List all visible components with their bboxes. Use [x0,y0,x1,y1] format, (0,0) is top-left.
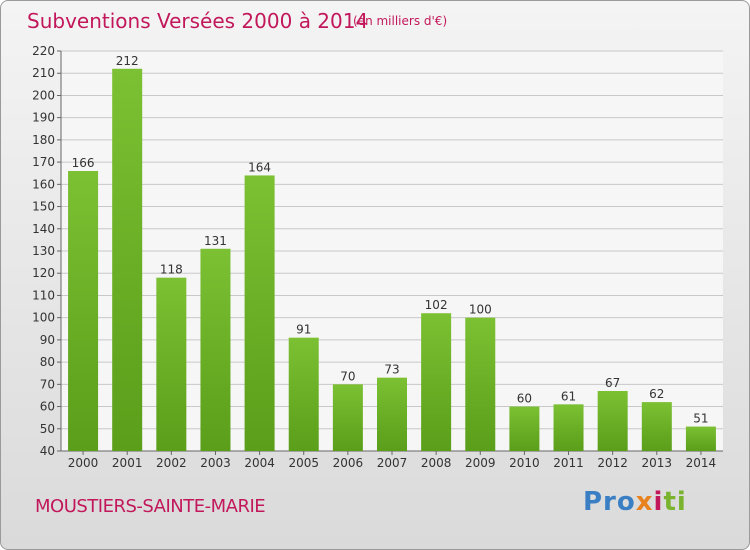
y-tick-label: 210 [32,66,55,80]
logo-part-3: i [653,487,664,517]
bar [332,384,363,451]
x-tick-label: 2009 [465,456,496,470]
x-tick-label: 2001 [112,456,143,470]
bar [244,175,275,451]
data-label: 118 [160,263,183,277]
data-label: 164 [248,160,271,174]
bar [641,402,672,451]
chart-subtitle: (en milliers d'€) [353,14,448,28]
x-tick-label: 2000 [68,456,99,470]
data-label: 61 [561,389,576,403]
logo-part-4: ti [663,487,687,517]
y-tick-label: 200 [32,88,55,102]
data-label: 131 [204,234,227,248]
data-label: 91 [296,323,311,337]
y-tick-label: 50 [40,422,55,436]
x-tick-label: 2012 [597,456,628,470]
bar [156,277,187,451]
y-tick-label: 160 [32,177,55,191]
data-label: 60 [517,392,532,406]
x-tick-label: 2013 [642,456,673,470]
y-tick-label: 40 [40,444,55,458]
y-tick-label: 110 [32,288,55,302]
data-label: 73 [384,363,399,377]
x-tick-label: 2002 [156,456,187,470]
bar [288,337,319,451]
y-tick-label: 90 [40,333,55,347]
data-label: 212 [116,54,139,68]
data-label: 100 [469,303,492,317]
x-tick-label: 2006 [333,456,364,470]
x-tick-label: 2005 [288,456,319,470]
x-tick-label: 2003 [200,456,231,470]
proxiti-logo: Proxiti [583,487,687,517]
y-tick-label: 120 [32,266,55,280]
bar [685,426,716,451]
bar [112,68,143,452]
x-tick-label: 2011 [553,456,584,470]
x-tick-label: 2004 [244,456,275,470]
y-tick-label: 220 [32,44,55,58]
bar [200,248,231,451]
data-label: 166 [72,156,95,170]
y-tick-label: 170 [32,155,55,169]
x-tick-label: 2007 [377,456,408,470]
chart-title: Subventions Versées 2000 à 2014 [27,9,369,33]
y-tick-label: 180 [32,133,55,147]
bar [509,406,540,451]
y-tick-label: 100 [32,311,55,325]
bar [465,317,496,451]
y-tick-label: 190 [32,111,55,125]
x-tick-label: 2014 [686,456,717,470]
x-tick-label: 2008 [421,456,452,470]
logo-part-1: Pro [583,487,636,517]
commune-name: MOUSTIERS-SAINTE-MARIE [35,496,266,517]
y-tick-label: 150 [32,200,55,214]
data-label: 102 [425,298,448,312]
y-tick-label: 80 [40,355,55,369]
bar [597,391,628,451]
bar [377,377,407,451]
logo-part-2: x [635,487,654,517]
y-tick-label: 130 [32,244,55,258]
bar [553,404,584,451]
data-label: 51 [693,412,708,426]
y-tick-label: 140 [32,222,55,236]
bar [68,171,99,451]
data-label: 67 [605,376,620,390]
bar [421,313,452,451]
data-label: 62 [649,387,664,401]
y-tick-label: 70 [40,377,55,391]
data-label: 70 [340,369,355,383]
x-tick-label: 2010 [509,456,540,470]
y-tick-label: 60 [40,400,55,414]
